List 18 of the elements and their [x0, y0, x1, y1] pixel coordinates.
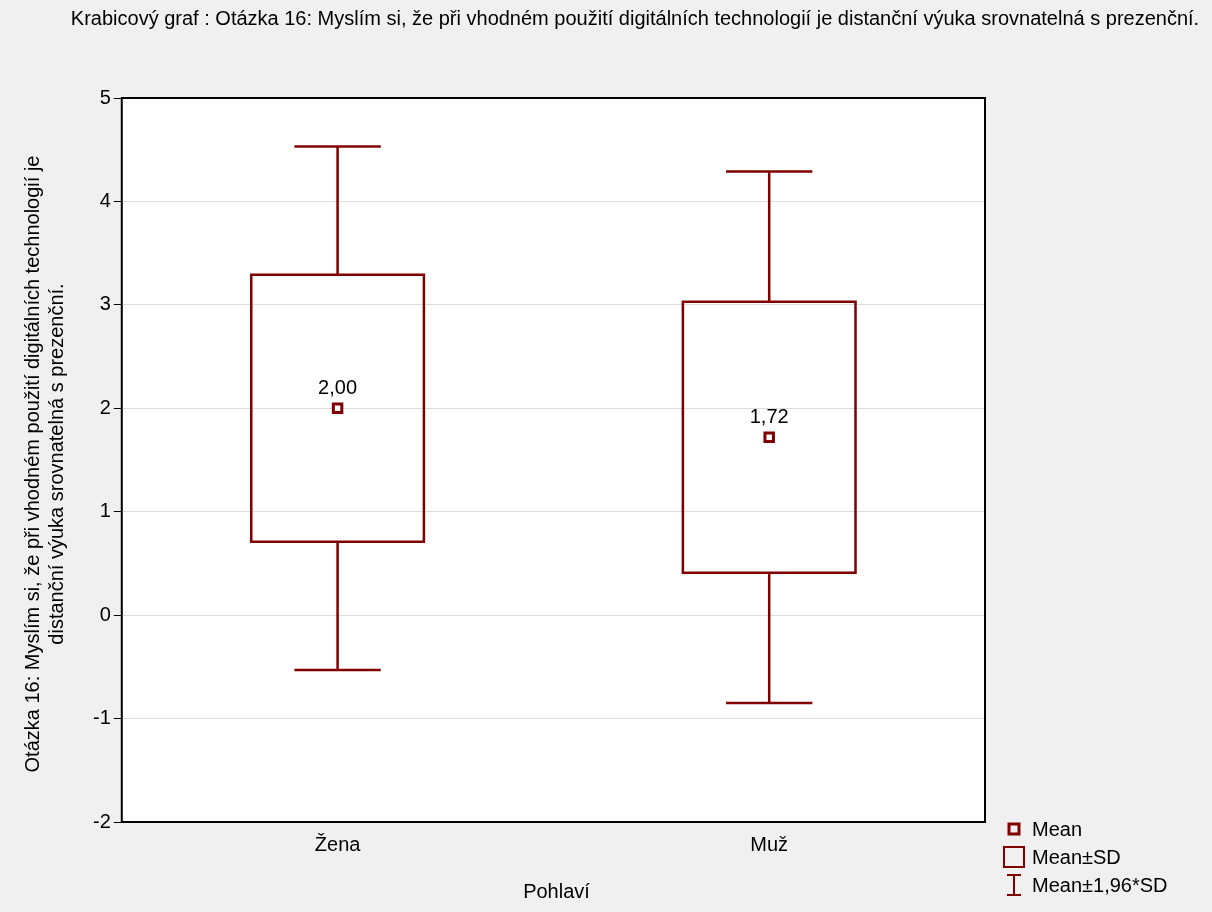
chart-title: Krabicový graf : Otázka 16: Myslím si, že při vhodném použití digitálních technologií je distanční výuka srovnatelná s prezenční.: [69, 6, 1201, 31]
y-tick-label: 3: [99, 292, 111, 315]
y-tick-label: -2: [92, 809, 111, 832]
annotation: 1,72: [749, 404, 789, 427]
text: Mean±SD: [1032, 845, 1121, 870]
y-tick-label: 1: [99, 499, 111, 522]
y-axis-title: Otázka 16: Myslím si, že při vhodném použití digitálních technologií je distanční výuka srovnatelná s prezenční.: [20, 154, 68, 775]
text: Mean: [1032, 817, 1083, 842]
x-tick-label: Žena: [314, 832, 362, 855]
text: Mean±1,96*SD: [1032, 873, 1168, 898]
y-tick-label: 4: [99, 188, 111, 211]
y-tick-label: 2: [99, 395, 111, 418]
y-tick-label: 0: [99, 602, 111, 625]
x-axis-title: Pohlaví: [522, 880, 591, 903]
y-tick-label: 5: [99, 85, 111, 108]
annotation: 2,00: [318, 375, 358, 398]
x-tick-label: Muž: [750, 832, 789, 855]
y-tick-label: -1: [92, 706, 111, 729]
